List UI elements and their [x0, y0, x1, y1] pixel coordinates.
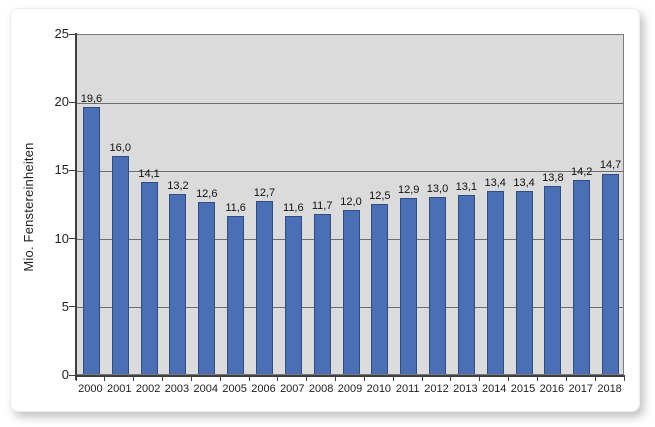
bar [227, 215, 245, 374]
x-tick-label: 2008 [308, 383, 334, 395]
bar [111, 155, 129, 374]
bar-value-label: 13,0 [426, 182, 449, 195]
bar [198, 202, 216, 374]
x-tick-mark [508, 376, 510, 381]
x-tick-label: 2014 [481, 383, 507, 395]
bar [544, 185, 562, 374]
x-tick-label: 2012 [424, 383, 449, 395]
bar [573, 180, 591, 374]
x-tick-mark [277, 376, 279, 381]
gridline [77, 170, 623, 172]
y-tick-mark [69, 101, 75, 103]
bar-value-label: 11,6 [225, 201, 246, 214]
y-tick-mark [69, 169, 75, 171]
x-tick-mark [565, 376, 567, 381]
bar-value-label: 13,1 [455, 181, 478, 194]
x-tick-label: 2001 [107, 383, 132, 395]
bar [400, 198, 418, 374]
bar [342, 210, 360, 374]
x-tick-label: 2010 [366, 383, 392, 395]
chart-card: Mio. Fenstereinheiten 19,6 16,0 14,1 13,2 12… [10, 8, 640, 412]
bar-value-label: 12,5 [369, 189, 391, 202]
bar [371, 203, 389, 374]
x-tick-mark [594, 376, 596, 381]
x-tick-mark [104, 376, 106, 381]
bar [82, 106, 100, 374]
bar-value-label: 19,6 [80, 92, 103, 105]
x-tick-mark [421, 376, 423, 381]
bar [486, 191, 504, 374]
x-tick-mark [219, 376, 221, 381]
gridline [77, 102, 623, 104]
x-tick-label: 2004 [193, 383, 219, 395]
x-tick-label: 2006 [251, 383, 276, 395]
bar-value-label: 12,6 [196, 188, 218, 201]
x-tick-label: 2003 [164, 383, 190, 395]
x-tick-mark [623, 376, 625, 381]
x-tick-mark [335, 376, 337, 381]
bar [602, 173, 620, 374]
x-tick-mark [306, 376, 308, 381]
x-tick-label: 2005 [222, 383, 247, 395]
y-tick-label: 25 [54, 26, 69, 41]
y-tick-mark [69, 306, 75, 308]
y-tick-mark [69, 33, 75, 35]
x-tick-label: 2018 [597, 383, 622, 395]
y-tick-label: 20 [54, 94, 69, 110]
x-tick-label: 2002 [135, 383, 161, 395]
bar-value-label: 14,7 [599, 159, 622, 172]
x-tick-mark [133, 376, 135, 381]
x-axis-line [74, 374, 625, 377]
bar-value-label: 12,7 [253, 186, 276, 199]
bar [140, 181, 158, 374]
bar-value-label: 14,2 [571, 166, 593, 179]
y-axis-title: Mio. Fenstereinheiten [21, 142, 36, 272]
bar-chart: Mio. Fenstereinheiten 19,6 16,0 14,1 13,2 12… [11, 9, 639, 411]
x-tick-label: 2009 [337, 383, 363, 395]
bar [313, 214, 331, 374]
x-tick-mark [363, 376, 365, 381]
bar-value-label: 12,0 [340, 196, 362, 209]
y-tick-label: 0 [61, 367, 69, 382]
y-tick-label: 10 [54, 230, 69, 246]
bar [515, 191, 533, 374]
x-tick-label: 2011 [395, 383, 420, 395]
bar-value-label: 13,2 [167, 179, 189, 192]
x-tick-mark [190, 376, 192, 381]
y-tick-mark [69, 238, 75, 240]
bar-value-label: 13,8 [542, 171, 564, 184]
bar-value-label: 12,9 [397, 184, 420, 197]
x-tick-mark [536, 376, 538, 381]
x-tick-label: 2015 [510, 383, 536, 395]
plot-area: 19,6 16,0 14,1 13,2 12,6 11,6 12,7 11,6 11,7 12,0… [76, 34, 624, 375]
x-tick-mark [248, 376, 250, 381]
x-tick-label: 2007 [280, 383, 305, 395]
y-tick-label: 5 [61, 298, 69, 314]
x-tick-mark [162, 376, 164, 381]
y-axis-line [74, 33, 77, 380]
bar-value-label: 11,7 [311, 200, 333, 213]
bar [284, 215, 302, 374]
bar-value-label: 13,4 [484, 177, 506, 190]
bar-value-label: 16,0 [109, 141, 131, 154]
bar-value-label: 14,1 [138, 167, 160, 180]
bar [429, 196, 447, 374]
y-tick-label: 15 [54, 162, 69, 178]
bar [255, 200, 273, 374]
x-tick-mark [450, 376, 452, 381]
bar-value-label: 11,6 [283, 201, 304, 214]
x-tick-label: 2016 [539, 383, 565, 395]
bar-value-label: 13,4 [513, 177, 535, 190]
bar [457, 195, 475, 374]
y-tick-mark [69, 374, 75, 376]
x-tick-mark [392, 376, 394, 381]
bar [169, 193, 187, 374]
x-tick-label: 2013 [453, 383, 478, 395]
x-tick-label: 2000 [78, 383, 103, 395]
x-tick-label: 2017 [568, 383, 593, 395]
x-tick-mark [479, 376, 481, 381]
